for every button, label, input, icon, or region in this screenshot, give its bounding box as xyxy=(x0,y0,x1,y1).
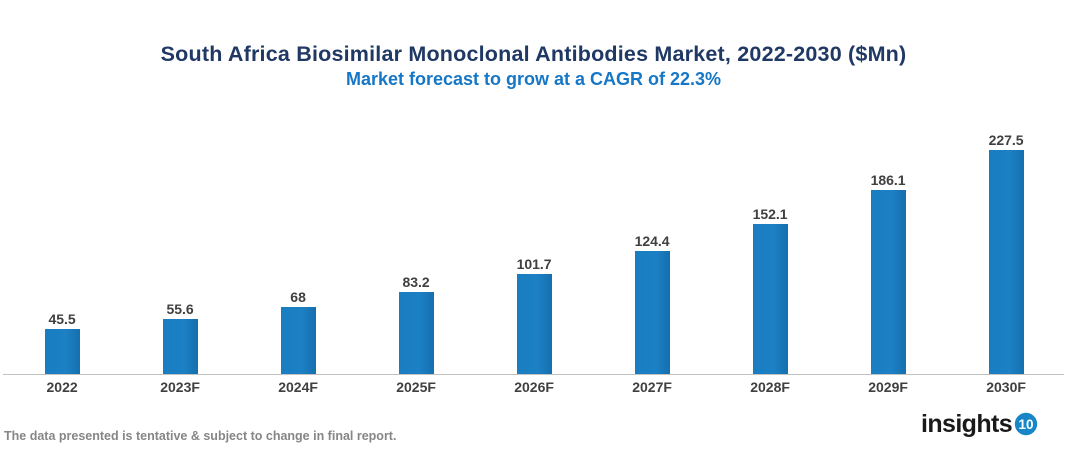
svg-text:10: 10 xyxy=(1018,417,1033,432)
svg-text:insights: insights xyxy=(921,410,1012,438)
